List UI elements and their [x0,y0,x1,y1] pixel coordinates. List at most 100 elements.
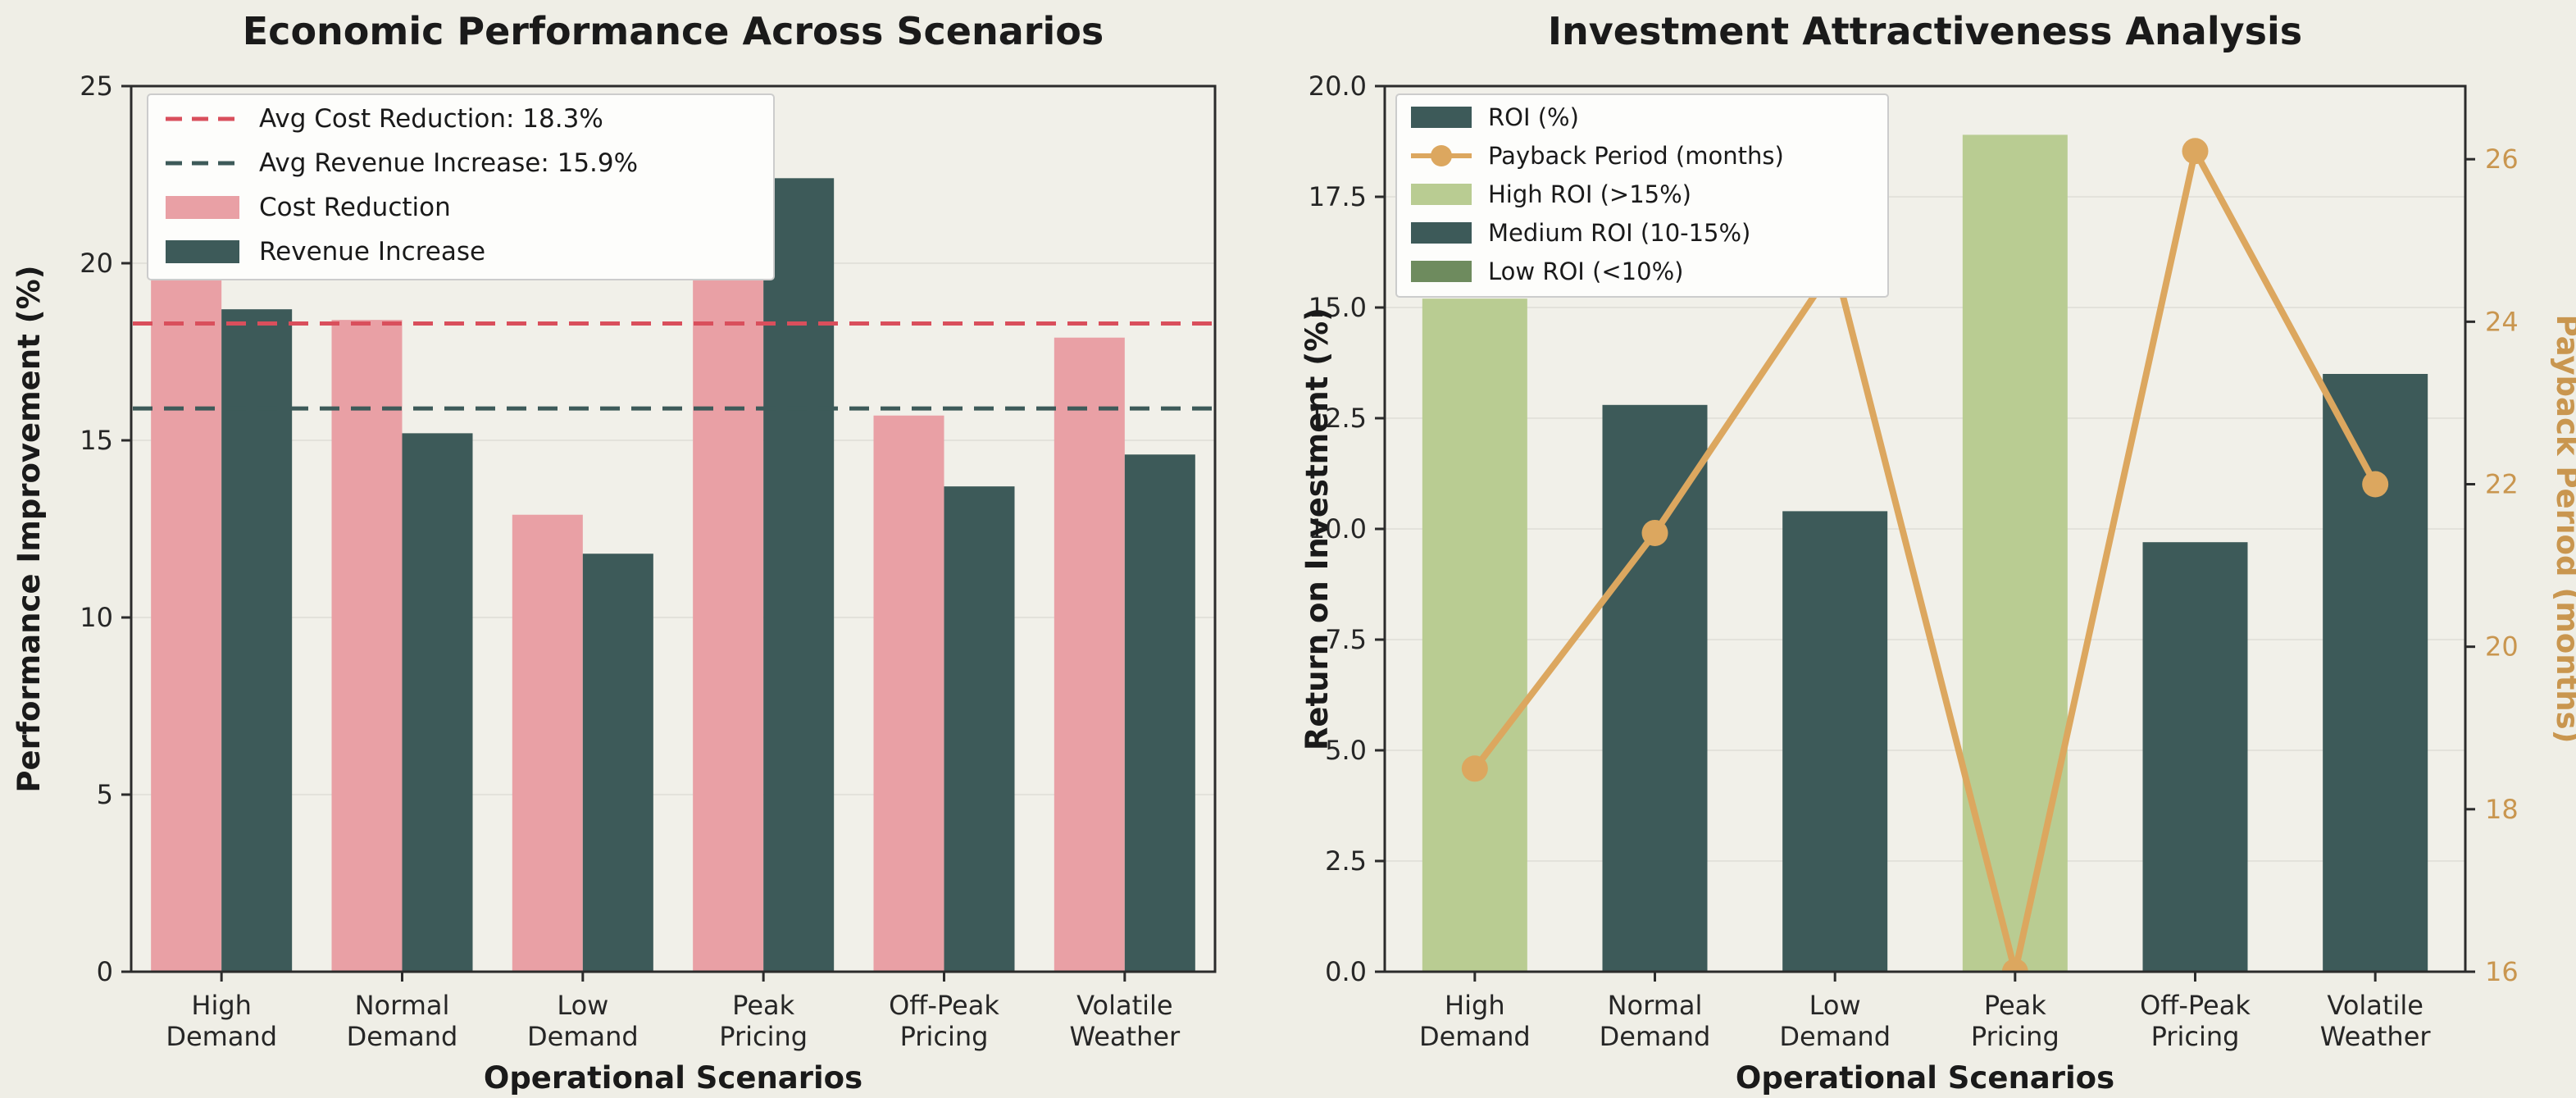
legend-label-cost-reduction: Cost Reduction [259,193,451,222]
investment-attractiveness-panel: 0.0 2.5 5.0 7.5 10.0 12.5 15.0 17.5 20.0 High Dema… [1288,0,2576,1098]
bar-cost-reduction-volatile-weather [1054,337,1125,973]
bar-roi-peak-pricing [1962,134,2068,972]
x-tick-label-volatile-weather: Weather [2320,1021,2432,1052]
y-axis-label: Return on Investment (%) [1299,308,1335,750]
payback-marker-off-peak-pricing [2182,138,2209,165]
x-tick-label-volatile-weather: Weather [1069,1021,1181,1052]
y-tick-label: 15.0 [1308,292,1367,323]
economic-performance-chart: 0510152025HighDemandNormalDemandLowDeman… [11,9,1217,1096]
y-tick-label: 17.5 [1308,181,1367,212]
bar-cost-reduction-peak-pricing [693,277,764,972]
y-axis-label: Performance Improvement (%) [11,265,47,792]
payback-marker-peak-pricing [2001,959,2028,973]
y-tick-label: 2.5 [1325,845,1367,877]
legend-swatch-low-roi-10 [1411,261,1472,282]
x-tick-label-normal-demand: Demand [1600,1021,1711,1052]
bar-revenue-increase-normal-demand [402,433,473,972]
y-tick-label: 15 [80,425,113,456]
y2-tick-label: 16 [2485,956,2519,987]
y-tick-label: 25 [80,71,113,102]
x-tick-label-peak-pricing: Pricing [719,1021,808,1052]
bar-roi-volatile-weather [2323,374,2428,972]
x-tick-label-low-demand: Low [557,990,608,1021]
x-tick-label-high-demand: High [1445,990,1505,1021]
x-axis-label: Operational Scenarios [1736,1060,2114,1096]
plot-frame [130,84,1217,973]
x-tick-label-peak-pricing: Peak [1984,990,2046,1021]
legend-box [1395,93,1889,298]
bar-revenue-increase-low-demand [582,554,653,972]
payback-line [1472,148,2378,973]
y2-axis-label: Payback Period (months) [2550,314,2576,743]
legend-label-high-roi-15: High ROI (>15%) [1488,180,1691,208]
legend-label-avg-cost-reduction-18-3: Avg Cost Reduction: 18.3% [259,104,603,134]
bar-cost-reduction-off-peak-pricing [873,415,944,972]
x-tick-label-volatile-weather: Volatile [2327,990,2424,1021]
x-tick-label-low-demand: Low [1809,990,1861,1021]
bar-cost-reduction-low-demand [512,514,583,972]
x-tick-label-high-demand: Demand [166,1021,277,1052]
x-tick-label-low-demand: Demand [1779,1021,1891,1052]
legend-swatch-revenue-increase [166,240,239,263]
y-tick-label: 20 [80,248,113,279]
payback-marker-volatile-weather [2362,471,2389,498]
bar-revenue-increase-peak-pricing [763,178,835,972]
y2-tick-label: 22 [2485,469,2519,500]
y2-tick-label: 26 [2485,144,2519,175]
x-tick-label-volatile-weather: Volatile [1076,990,1173,1021]
y2-tick-label: 20 [2485,631,2519,663]
bar-cost-reduction-normal-demand [331,320,403,972]
bar-revenue-increase-high-demand [221,309,293,972]
bar-revenue-increase-volatile-weather [1124,454,1195,972]
legend-box [147,93,775,280]
payback-marker-normal-demand [1641,519,1668,546]
chart-title: Investment Attractiveness Analysis [1548,9,2302,53]
bar-roi-high-demand [1422,298,1527,972]
x-tick-label-off-peak-pricing: Off-Peak [889,990,999,1021]
x-axis-label: Operational Scenarios [484,1060,862,1096]
bar-revenue-increase-off-peak-pricing [944,486,1015,972]
legend-swatch-roi [1411,107,1472,128]
x-tick-label-off-peak-pricing: Off-Peak [2140,990,2251,1021]
legend-label-roi: ROI (%) [1488,103,1579,131]
x-tick-label-low-demand: Demand [527,1021,639,1052]
x-tick-label-high-demand: High [191,990,252,1021]
bar-cost-reduction-high-demand [151,224,222,973]
economic-performance-panel: 0 5 10 15 20 25 High Demand Normal Demand Low Deman… [11,9,1217,1096]
y-tick-label: 5 [97,779,113,810]
x-tick-label-peak-pricing: Pricing [1971,1021,2059,1052]
legend-swatch-marker-payback-period-months [1431,145,1452,166]
legend-label-payback-period-months: Payback Period (months) [1488,142,1784,170]
legend-label-medium-roi-10-15: Medium ROI (10-15%) [1488,219,1750,247]
x-tick-label-normal-demand: Normal [355,990,450,1021]
y-tick-label: 10.0 [1308,513,1367,544]
legend-label-low-roi-10: Low ROI (<10%) [1488,257,1683,285]
x-tick-label-normal-demand: Demand [347,1021,458,1052]
x-tick-label-normal-demand: Normal [1608,990,1703,1021]
bar-roi-low-demand [1782,511,1888,972]
y-tick-label: 12.5 [1308,403,1367,434]
x-tick-label-off-peak-pricing: Pricing [900,1021,989,1052]
legend-swatch-cost-reduction [166,196,239,219]
y-tick-label: 5.0 [1325,735,1367,766]
legend-label-avg-revenue-increase-15-9: Avg Revenue Increase: 15.9% [259,148,638,178]
y-tick-label: 0.0 [1325,956,1367,987]
legend-swatch-high-roi-15 [1411,184,1472,205]
x-tick-label-peak-pricing: Peak [732,990,794,1021]
payback-marker-high-demand [1461,755,1488,782]
chart-title: Economic Performance Across Scenarios [243,9,1104,53]
x-tick-label-high-demand: Demand [1419,1021,1531,1052]
y-tick-label: 20.0 [1308,71,1367,102]
x-tick-label-off-peak-pricing: Pricing [2151,1021,2240,1052]
y2-tick-label: 18 [2485,794,2519,825]
investment-attractiveness-chart: 0.02.55.07.510.012.515.017.520.0HighDema… [1299,9,2576,1096]
legend-swatch-medium-roi-10-15 [1411,222,1472,244]
y-tick-label: 10 [80,602,113,633]
y-tick-label: 7.5 [1325,624,1367,655]
y2-tick-label: 24 [2485,306,2519,337]
bar-roi-normal-demand [1602,404,1708,972]
bar-roi-off-peak-pricing [2142,542,2248,972]
y-tick-label: 0 [97,956,113,987]
legend-label-revenue-increase: Revenue Increase [259,237,485,267]
